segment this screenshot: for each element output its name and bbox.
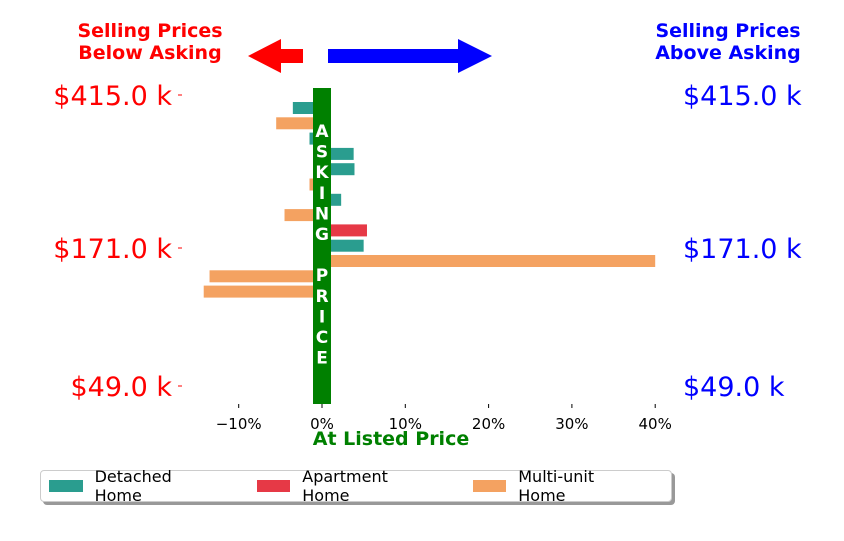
asking-price-letter: A xyxy=(315,122,329,142)
asking-price-letter: C xyxy=(316,328,328,348)
x-tick-label: 20% xyxy=(472,415,505,433)
x-axis-label: At Listed Price xyxy=(313,428,469,450)
x-tick-label: 30% xyxy=(555,415,588,433)
below-asking-header: Selling Prices Below Asking xyxy=(50,20,250,64)
legend-item: Detached Home xyxy=(49,467,223,505)
asking-price-band xyxy=(313,88,331,404)
legend-label: Detached Home xyxy=(94,467,172,505)
bar xyxy=(276,117,322,130)
x-tick-label: 10% xyxy=(389,415,422,433)
asking-price-letter: R xyxy=(315,287,328,307)
asking-price-letter: G xyxy=(315,225,329,245)
y-tick-label-right: $49.0 k xyxy=(683,372,785,403)
above-asking-header: Selling Prices Above Asking xyxy=(628,20,828,64)
legend-label: Multi-unit Home xyxy=(518,467,595,505)
y-tick-label-right: $171.0 k xyxy=(683,234,802,265)
left-arrow xyxy=(248,39,303,73)
asking-price-letter: I xyxy=(319,184,325,204)
y-tick-label-left: $171.0 k xyxy=(53,234,172,265)
below-asking-line1: Selling Prices xyxy=(77,20,223,42)
legend-label: Apartment Home xyxy=(302,467,388,505)
bar xyxy=(203,285,322,298)
bar xyxy=(322,255,656,267)
x-tick-label: 40% xyxy=(639,415,672,433)
above-asking-line1: Selling Prices xyxy=(655,20,801,42)
below-asking-line2: Below Asking xyxy=(78,42,222,64)
y-tick-label-right: $415.0 k xyxy=(683,81,802,112)
legend: Detached Home Apartment Home Multi-unit Ho… xyxy=(40,467,672,505)
asking-price-letter: P xyxy=(316,266,328,286)
x-tick-label: 0% xyxy=(310,415,334,433)
legend-swatch xyxy=(472,480,507,492)
legend-swatch xyxy=(256,480,291,492)
x-tick-label: −10% xyxy=(216,415,262,433)
y-tick-label-left: $415.0 k xyxy=(53,81,172,112)
bar xyxy=(209,270,322,283)
asking-price-letter: N xyxy=(315,204,329,224)
asking-price-letter: K xyxy=(315,163,329,183)
asking-price-letter: E xyxy=(316,349,328,369)
legend-item: Multi-unit Home xyxy=(472,467,645,505)
right-arrow xyxy=(328,39,492,73)
legend-item: Apartment Home xyxy=(256,467,439,505)
above-asking-line2: Above Asking xyxy=(655,42,801,64)
legend-swatch xyxy=(49,480,83,492)
bar xyxy=(284,209,322,222)
bar xyxy=(322,224,367,237)
y-tick-label-left: $49.0 k xyxy=(70,372,172,403)
asking-price-letter: I xyxy=(319,307,325,327)
asking-price-letter: S xyxy=(316,143,328,163)
bar xyxy=(322,239,364,252)
